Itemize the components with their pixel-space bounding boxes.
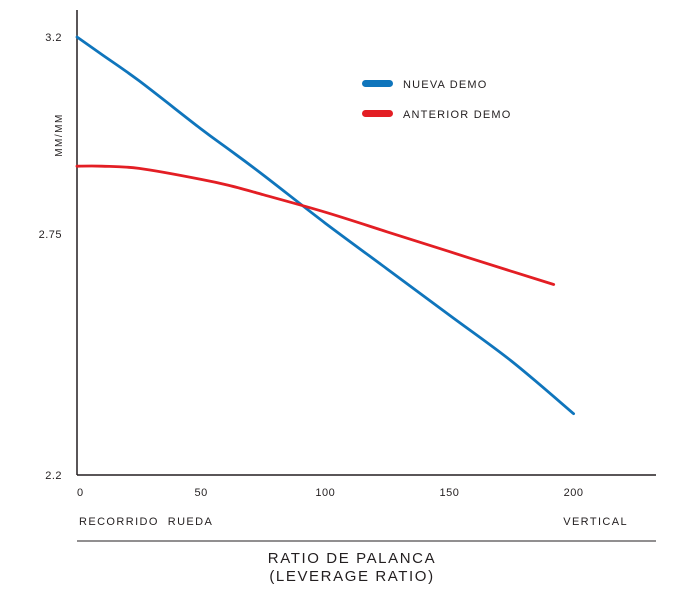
x-tick-label: 100 [315,487,335,499]
x-tick-label: 50 [195,487,208,499]
y-tick-label: 2.2 [45,470,62,482]
plot-area [76,10,656,476]
x-tick-label: 200 [564,487,584,499]
y-tick-label: 2.75 [39,229,62,241]
legend-label-nueva-demo: NUEVA DEMO [403,79,488,91]
x-label-end: VERTICAL [563,516,628,528]
x-label-start: RECORRIDO RUEDA [79,516,213,528]
x-tick-label: 0 [77,487,84,499]
series-line-nueva-demo [75,35,575,416]
legend: NUEVA DEMO ANTERIOR DEMO [362,79,512,121]
y-tick-label: 3.2 [45,32,62,44]
legend-label-anterior-demo: ANTERIOR DEMO [403,109,512,121]
x-tick-label: 150 [439,487,459,499]
legend-swatch-anterior-demo [362,110,393,117]
legend-swatch-nueva-demo [362,80,393,87]
series-lines [75,35,575,416]
series-line-anterior-demo [75,164,556,286]
x-tick-labels: 0 50 100 150 200 [77,487,583,499]
chart-title-line-2: (LEVERAGE RATIO) [269,568,434,585]
chart-title-line-1: RATIO DE PALANCA [268,550,436,567]
y-tick-labels: 2.2 2.75 3.2 [39,32,62,482]
y-axis-label: MM/MM [54,113,65,157]
